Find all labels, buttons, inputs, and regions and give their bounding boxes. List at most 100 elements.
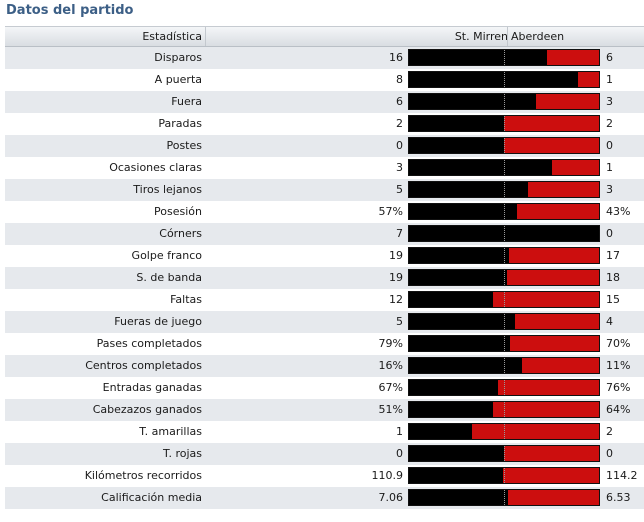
away-value: 4 (606, 315, 613, 328)
home-value: 19 (389, 249, 403, 262)
home-value: 110.9 (371, 469, 404, 482)
stat-row: Fueras de juego 5 4 (5, 311, 644, 333)
home-value: 51% (378, 403, 403, 416)
stat-row: Faltas 12 15 (5, 289, 644, 311)
home-value: 8 (396, 73, 403, 86)
away-value: 76% (606, 381, 631, 394)
stat-row: Tiros lejanos 5 3 (5, 179, 644, 201)
home-share-fill (409, 138, 504, 153)
away-value: 43% (606, 205, 631, 218)
stat-row: Córners 7 0 (5, 223, 644, 245)
stat-row: Fuera 6 3 (5, 91, 644, 113)
home-share-fill (409, 380, 499, 395)
bar-midline (504, 226, 505, 241)
away-value: 114.2 (606, 469, 638, 482)
home-share-fill (409, 336, 510, 351)
home-share-fill (409, 50, 548, 65)
bar-midline (504, 380, 505, 395)
home-value: 12 (389, 293, 403, 306)
header-statistic[interactable]: Estadística (142, 30, 202, 43)
bar-midline (504, 182, 505, 197)
comparison-bar (408, 445, 600, 462)
home-share-fill (409, 468, 503, 483)
stat-label: A puerta (154, 73, 202, 86)
comparison-bar (408, 357, 600, 374)
stat-row: T. amarillas 1 2 (5, 421, 644, 443)
comparison-bar (408, 489, 600, 506)
header-divider (507, 27, 508, 46)
stat-row: Entradas ganadas 67% 76% (5, 377, 644, 399)
away-value: 0 (606, 227, 613, 240)
stat-label: Postes (166, 139, 202, 152)
comparison-bar (408, 203, 600, 220)
stat-label: Cabezazos ganados (92, 403, 202, 416)
stat-label: Entradas ganadas (102, 381, 202, 394)
home-value: 0 (396, 139, 403, 152)
stat-row: Kilómetros recorridos 110.9 114.2 (5, 465, 644, 487)
home-value: 16 (389, 51, 403, 64)
stat-row: T. rojas 0 0 (5, 443, 644, 465)
comparison-bar (408, 49, 600, 66)
comparison-bar (408, 269, 600, 286)
bar-midline (504, 358, 505, 373)
away-value: 0 (606, 447, 613, 460)
bar-midline (504, 160, 505, 175)
comparison-bar (408, 225, 600, 242)
comparison-bar (408, 379, 600, 396)
header-away-team[interactable]: Aberdeen (511, 30, 565, 43)
bar-midline (504, 50, 505, 65)
home-value: 7.06 (378, 491, 404, 504)
stat-label: Ocasiones claras (109, 161, 202, 174)
away-value: 64% (606, 403, 631, 416)
stat-row: Calificación media 7.06 6.53 (5, 487, 644, 509)
home-value: 19 (389, 271, 403, 284)
home-value: 5 (396, 315, 403, 328)
comparison-bar (408, 291, 600, 308)
bar-midline (504, 490, 505, 505)
home-share-fill (409, 490, 508, 505)
home-value: 16% (378, 359, 403, 372)
comparison-bar (408, 423, 600, 440)
home-value: 57% (378, 205, 403, 218)
stat-row: Postes 0 0 (5, 135, 644, 157)
home-value: 2 (396, 117, 403, 130)
stat-row: Paradas 2 2 (5, 113, 644, 135)
home-share-fill (409, 182, 528, 197)
home-share-fill (409, 160, 552, 175)
bar-midline (504, 424, 505, 439)
home-share-fill (409, 94, 536, 109)
away-value: 1 (606, 73, 613, 86)
stat-row: Golpe franco 19 17 (5, 245, 644, 267)
comparison-bar (408, 335, 600, 352)
bar-midline (504, 94, 505, 109)
home-value: 6 (396, 95, 403, 108)
bar-midline (504, 116, 505, 131)
home-share-fill (409, 270, 507, 285)
home-value: 5 (396, 183, 403, 196)
home-share-fill (409, 248, 510, 263)
bar-midline (504, 446, 505, 461)
stat-row: Disparos 16 6 (5, 47, 644, 69)
bar-midline (504, 270, 505, 285)
header-divider (205, 27, 206, 46)
home-share-fill (409, 314, 515, 329)
comparison-bar (408, 181, 600, 198)
home-value: 3 (396, 161, 403, 174)
home-value: 79% (378, 337, 403, 350)
bar-midline (504, 138, 505, 153)
home-share-fill (409, 204, 518, 219)
stat-label: Fueras de juego (114, 315, 202, 328)
away-value: 15 (606, 293, 620, 306)
away-value: 18 (606, 271, 620, 284)
away-value: 11% (606, 359, 631, 372)
away-value: 17 (606, 249, 620, 262)
stat-row: Posesión 57% 43% (5, 201, 644, 223)
bar-midline (504, 204, 505, 219)
away-value: 70% (606, 337, 631, 350)
home-value: 7 (396, 227, 403, 240)
header-home-team[interactable]: St. Mirren (454, 30, 508, 43)
away-value: 3 (606, 95, 613, 108)
stat-label: Disparos (154, 51, 202, 64)
comparison-bar (408, 467, 600, 484)
comparison-bar (408, 115, 600, 132)
